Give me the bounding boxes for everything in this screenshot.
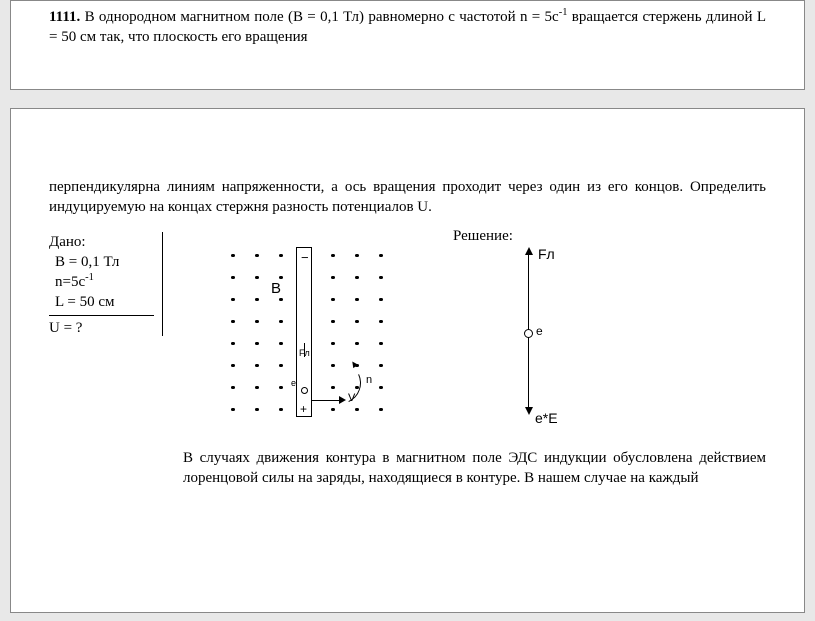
field-dot <box>255 342 259 346</box>
field-dot <box>255 276 259 280</box>
field-dot <box>355 276 359 280</box>
electron-small-icon <box>301 387 308 394</box>
solution-column: Решение: B − + Fл e V n <box>163 232 766 489</box>
given-find: U = ? <box>49 318 154 338</box>
field-dot <box>279 320 283 324</box>
plus-icon: + <box>300 402 307 416</box>
electron-big-icon <box>524 329 533 338</box>
field-dot <box>231 320 235 324</box>
page-2: перпендикулярна линиям напряженности, а … <box>10 108 805 613</box>
given-column: Дано: В = 0,1 Тл n=5с-1 L = 50 см U = ? <box>49 232 164 489</box>
force-up-arrow <box>525 247 533 255</box>
field-dot <box>379 342 383 346</box>
field-dot <box>379 276 383 280</box>
field-dot <box>355 364 359 368</box>
field-dot <box>355 386 359 390</box>
field-dot <box>379 364 383 368</box>
minus-icon: − <box>301 250 309 265</box>
field-dot <box>355 298 359 302</box>
field-dot <box>231 276 235 280</box>
field-dot <box>279 364 283 368</box>
field-dot <box>331 408 335 412</box>
field-dot <box>255 320 259 324</box>
problem-text-1a: В однородном магнитном поле (В = 0,1 Тл)… <box>85 9 559 25</box>
electric-force-label: e*E <box>535 410 558 426</box>
field-dot <box>355 408 359 412</box>
field-dot <box>279 276 283 280</box>
field-dot <box>379 298 383 302</box>
physics-diagram: B − + Fл e V n Fл <box>183 232 603 442</box>
field-dot <box>231 342 235 346</box>
rotation-arc <box>313 356 367 410</box>
page-1: 1111. В однородном магнитном поле (В = 0… <box>10 0 805 90</box>
field-dot <box>231 386 235 390</box>
problem-number: 1111. <box>49 9 80 25</box>
field-dot <box>331 342 335 346</box>
rotating-rod: − + Fл e <box>296 247 312 417</box>
given-line-0: В = 0,1 Тл <box>49 252 154 272</box>
given-header: Дано: <box>49 232 154 252</box>
field-dot <box>331 364 335 368</box>
field-dot <box>255 298 259 302</box>
field-dot <box>231 408 235 412</box>
field-dot <box>355 320 359 324</box>
field-dot <box>231 298 235 302</box>
solution-text: В случаях движения контура в магнитном п… <box>183 448 766 489</box>
field-dot <box>279 298 283 302</box>
field-dot <box>331 320 335 324</box>
field-dot <box>279 342 283 346</box>
field-dot <box>331 276 335 280</box>
field-dot <box>355 342 359 346</box>
rotation-label: n <box>366 374 372 386</box>
force-down-arrow <box>525 407 533 415</box>
field-dot <box>279 386 283 390</box>
lorentz-force-small-arrow <box>304 343 305 357</box>
given-line-2: L = 50 см <box>49 292 154 312</box>
solution-area: Дано: В = 0,1 Тл n=5с-1 L = 50 см U = ? … <box>49 232 766 489</box>
lorentz-force-big-label: Fл <box>538 246 555 262</box>
electron-small-label: e <box>291 378 296 388</box>
field-dot <box>379 320 383 324</box>
field-dot <box>255 408 259 412</box>
field-dot <box>331 298 335 302</box>
field-dot <box>255 364 259 368</box>
field-dot <box>355 254 359 258</box>
problem-statement-top: 1111. В однородном магнитном поле (В = 0… <box>49 7 766 48</box>
given-line-1: n=5с-1 <box>49 272 154 292</box>
field-dot <box>379 408 383 412</box>
field-dot <box>379 386 383 390</box>
electron-big-label: e <box>536 324 543 338</box>
field-dot <box>379 254 383 258</box>
field-dot <box>279 408 283 412</box>
field-dot <box>255 386 259 390</box>
given-divider <box>49 315 154 316</box>
field-dot <box>255 254 259 258</box>
problem-statement-continued: перпендикулярна линиям напряженности, а … <box>49 177 766 218</box>
field-dot <box>231 254 235 258</box>
field-dot <box>279 254 283 258</box>
field-dot <box>231 364 235 368</box>
field-dot <box>331 386 335 390</box>
field-dot <box>331 254 335 258</box>
b-field-label: B <box>271 280 281 297</box>
